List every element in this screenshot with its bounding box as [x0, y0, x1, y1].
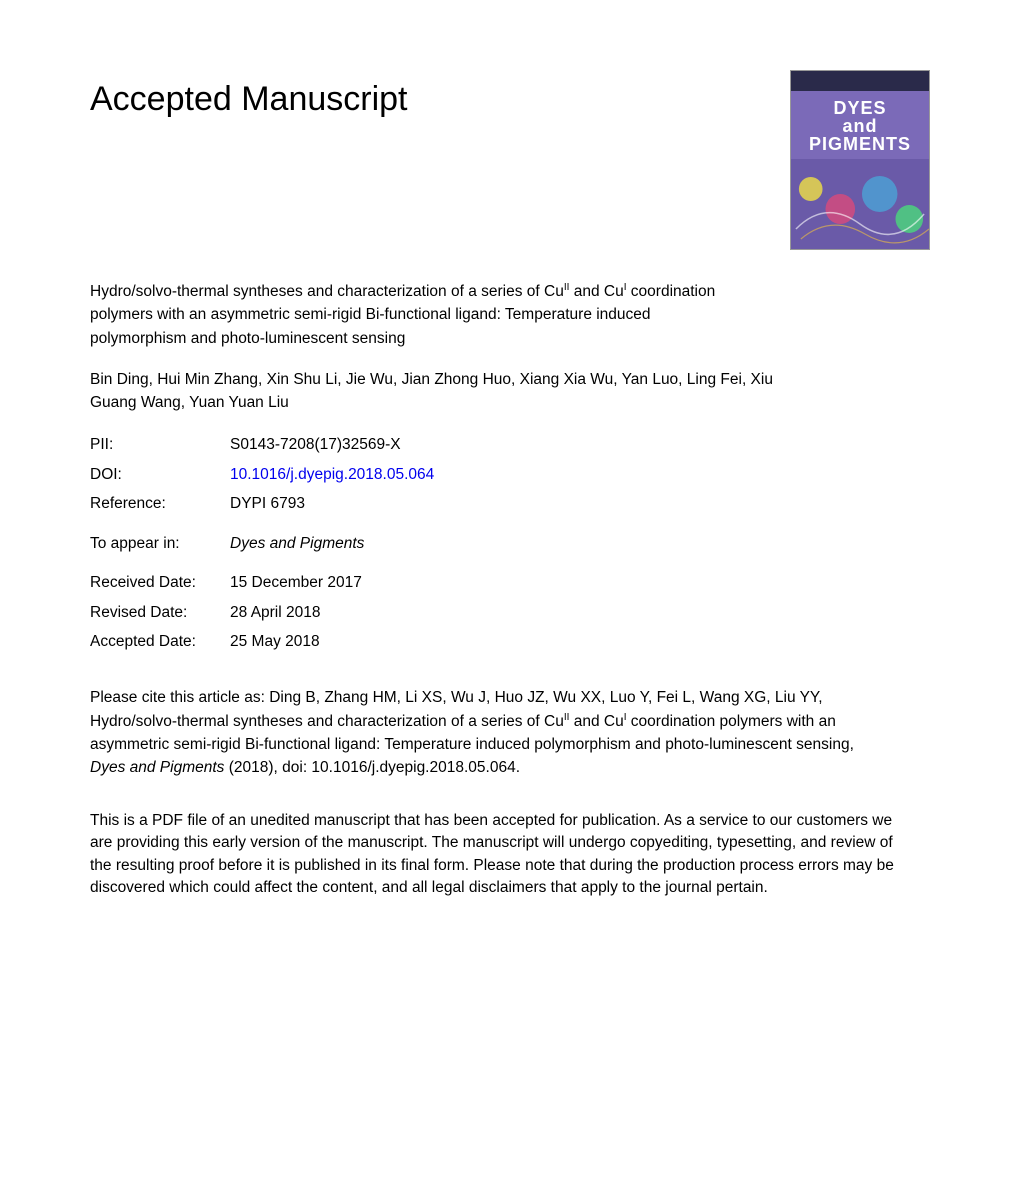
article-title: Hydro/solvo-thermal syntheses and charac… — [90, 280, 740, 350]
doi-label: DOI: — [90, 460, 230, 489]
received-value: 15 December 2017 — [230, 568, 362, 597]
article-title-part2: and Cu — [569, 283, 623, 300]
accepted-manuscript-heading: Accepted Manuscript — [90, 80, 408, 119]
meta-row-doi: DOI: 10.1016/j.dyepig.2018.05.064 — [90, 460, 930, 489]
received-label: Received Date: — [90, 568, 230, 597]
article-title-part1: Hydro/solvo-thermal syntheses and charac… — [90, 283, 564, 300]
revised-label: Revised Date: — [90, 598, 230, 627]
header-row: Accepted Manuscript DYES and PIGMENTS — [90, 70, 930, 250]
disclaimer-text: This is a PDF file of an unedited manusc… — [90, 810, 910, 900]
reference-value: DYPI 6793 — [230, 489, 305, 518]
meta-row-appear: To appear in: Dyes and Pigments — [90, 529, 930, 558]
meta-row-received: Received Date: 15 December 2017 — [90, 568, 930, 597]
citation-part2: and Cu — [569, 713, 623, 730]
journal-cover-header — [791, 71, 929, 91]
pii-value: S0143-7208(17)32569-X — [230, 430, 401, 459]
appear-value: Dyes and Pigments — [230, 529, 364, 558]
accepted-value: 25 May 2018 — [230, 627, 320, 656]
citation-part4: (2018), doi: 10.1016/j.dyepig.2018.05.06… — [224, 759, 520, 776]
journal-cover-art — [791, 159, 929, 249]
authors-list: Bin Ding, Hui Min Zhang, Xin Shu Li, Jie… — [90, 368, 810, 415]
reference-label: Reference: — [90, 489, 230, 518]
appear-label: To appear in: — [90, 529, 230, 558]
journal-cover-line3: PIGMENTS — [795, 135, 925, 153]
meta-row-accepted: Accepted Date: 25 May 2018 — [90, 627, 930, 656]
meta-row-pii: PII: S0143-7208(17)32569-X — [90, 430, 930, 459]
journal-cover-title: DYES and PIGMENTS — [791, 91, 929, 161]
journal-cover-line1: DYES — [795, 99, 925, 117]
citation-journal: Dyes and Pigments — [90, 759, 224, 776]
accepted-label: Accepted Date: — [90, 627, 230, 656]
revised-value: 28 April 2018 — [230, 598, 321, 627]
pii-label: PII: — [90, 430, 230, 459]
meta-row-revised: Revised Date: 28 April 2018 — [90, 598, 930, 627]
citation-text: Please cite this article as: Ding B, Zha… — [90, 686, 890, 779]
meta-row-reference: Reference: DYPI 6793 — [90, 489, 930, 518]
journal-cover-thumbnail: DYES and PIGMENTS — [790, 70, 930, 250]
doi-link[interactable]: 10.1016/j.dyepig.2018.05.064 — [230, 460, 434, 489]
journal-cover-line2: and — [795, 117, 925, 135]
metadata-table: PII: S0143-7208(17)32569-X DOI: 10.1016/… — [90, 430, 930, 656]
